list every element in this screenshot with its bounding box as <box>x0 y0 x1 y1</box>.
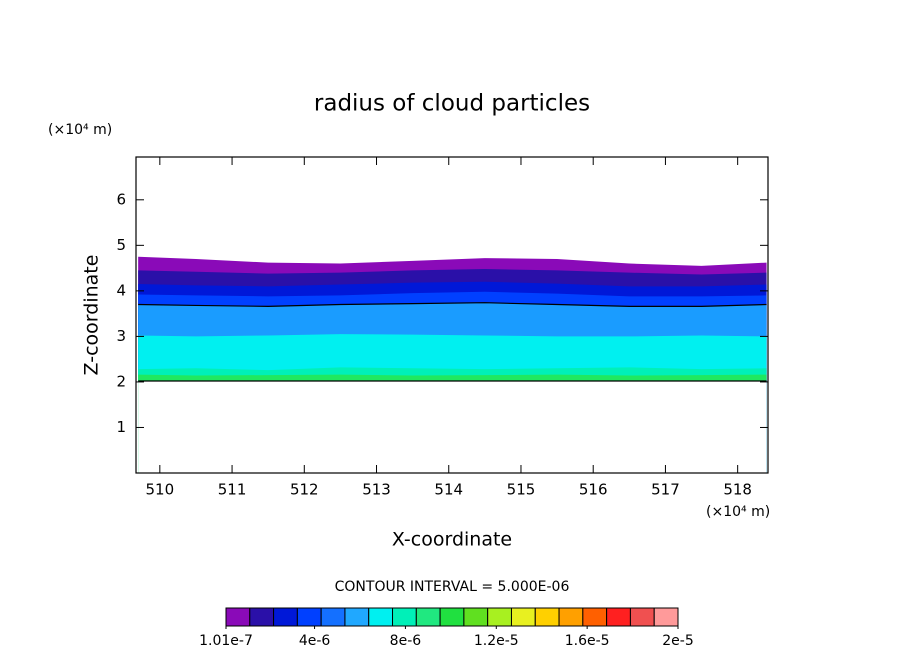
colorbar-swatch <box>296 607 322 627</box>
colorbar-tick-label: 2e-5 <box>662 633 693 649</box>
x-tick-label: 516 <box>579 481 608 499</box>
y-tick-label: 6 <box>116 190 126 208</box>
colorbar-tick-label: 1.01e-7 <box>199 633 253 649</box>
colorbar-swatch <box>534 607 560 627</box>
colorbar-swatch <box>606 607 631 627</box>
colorbar-swatch <box>368 607 394 627</box>
contour-line <box>138 302 767 307</box>
plot-frame <box>135 156 769 474</box>
colorbar-swatch <box>653 607 679 627</box>
colorbar-swatch <box>249 607 275 627</box>
x-tick-label: 512 <box>290 481 319 499</box>
colorbar-swatch <box>629 607 655 627</box>
colorbar-swatch <box>225 607 251 627</box>
colorbar-swatch <box>463 607 489 627</box>
y-unit-label: (×10⁴ m) <box>48 122 112 138</box>
x-tick-label: 511 <box>218 481 247 499</box>
colorbar-swatch <box>558 607 584 627</box>
x-tick-label: 518 <box>723 481 752 499</box>
y-tick-label: 4 <box>116 281 126 299</box>
colorbar-swatch <box>510 607 536 627</box>
colorbar-swatch <box>344 607 370 627</box>
y-tick-label: 2 <box>116 372 126 390</box>
colorbar-swatch <box>415 607 441 627</box>
x-unit-label: (×10⁴ m) <box>706 504 770 520</box>
x-axis-label: X-coordinate <box>392 529 512 551</box>
colorbar-swatch <box>487 607 512 627</box>
contour-band <box>138 381 767 473</box>
chart-title: radius of cloud particles <box>314 91 590 117</box>
x-tick-label: 517 <box>651 481 680 499</box>
y-tick-label: 1 <box>116 418 126 436</box>
colorbar-swatch <box>320 607 346 627</box>
colorbar-tick-label: 1.2e-5 <box>474 633 519 649</box>
colorbar-swatch <box>439 607 465 627</box>
colorbar-tick-label: 8e-6 <box>390 633 422 649</box>
y-tick-label: 3 <box>116 327 126 345</box>
contour-interval: CONTOUR INTERVAL = 5.000E-06 <box>335 579 570 595</box>
colorbar-swatch <box>392 607 417 627</box>
colorbar-swatch <box>582 607 608 627</box>
colorbar-swatch <box>273 607 298 627</box>
y-axis-label: Z-coordinate <box>81 255 103 376</box>
y-tick-label: 5 <box>116 236 126 254</box>
x-tick-label: 515 <box>507 481 536 499</box>
x-tick-label: 513 <box>362 481 391 499</box>
x-tick-label: 514 <box>434 481 463 499</box>
colorbar-tick-label: 4e-6 <box>299 633 331 649</box>
x-tick-label: 510 <box>146 481 175 499</box>
colorbar-tick-label: 1.6e-5 <box>565 633 610 649</box>
